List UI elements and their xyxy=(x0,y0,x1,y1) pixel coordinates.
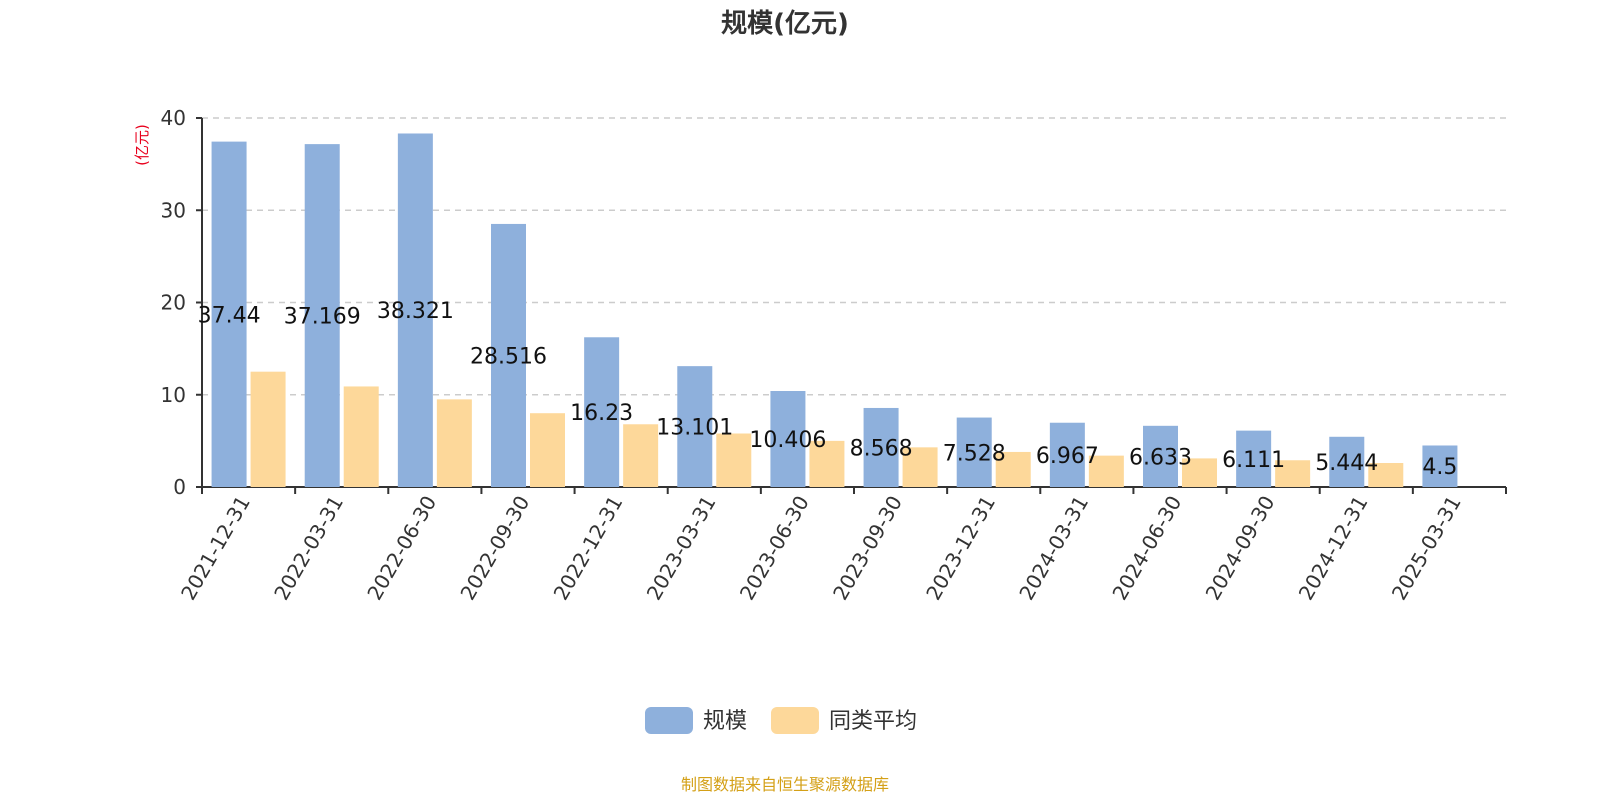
bar-peer-average xyxy=(250,371,286,487)
x-tick-label: 2021-12-31 xyxy=(176,492,255,605)
y-tick-label: 0 xyxy=(173,475,186,499)
x-tick-label: 2022-03-31 xyxy=(269,492,348,605)
x-tick-label: 2024-12-31 xyxy=(1294,492,1373,605)
y-axis-ticks: 0 10 20 30 40 xyxy=(161,106,202,499)
data-label-scale: 13.101 xyxy=(656,416,733,441)
bar-scale xyxy=(1236,430,1272,487)
bar-peer-average xyxy=(436,399,472,487)
bar-peer-average xyxy=(716,433,752,487)
bar-peer-average xyxy=(902,447,938,487)
bar-peer-average xyxy=(530,413,565,487)
bar-scale xyxy=(211,141,247,487)
data-label-scale: 38.321 xyxy=(377,299,454,324)
y-tick-label: 10 xyxy=(161,383,186,407)
x-tick-label: 2022-06-30 xyxy=(362,492,441,605)
data-label-scale: 6.633 xyxy=(1129,445,1192,470)
y-tick-label: 40 xyxy=(161,106,186,130)
x-tick-label: 2022-09-30 xyxy=(455,492,534,605)
data-label-scale: 4.5 xyxy=(1422,455,1457,480)
data-label-scale: 37.44 xyxy=(198,303,261,328)
legend: 规模 同类平均 xyxy=(645,707,917,734)
legend-label-scale[interactable]: 规模 xyxy=(703,709,747,734)
x-tick-label: 2023-03-31 xyxy=(642,492,721,605)
bar-scale xyxy=(397,133,433,487)
x-axis-ticks: 2021-12-31 2022-03-31 2022-06-30 2022-09-30… xyxy=(176,487,1507,605)
x-tick-label: 2023-12-31 xyxy=(921,492,1000,605)
data-label-scale: 6.967 xyxy=(1036,444,1099,469)
data-labels: 37.44 37.169 38.321 28.516 16.23 13.101 10.406… xyxy=(198,299,1458,480)
bar-peer-average xyxy=(809,440,845,487)
bar-peer-average xyxy=(1368,463,1404,487)
x-tick-label: 2022-12-31 xyxy=(549,492,628,605)
bar-scale xyxy=(584,337,620,487)
bar-peer-average xyxy=(1088,455,1124,487)
bar-peer-average xyxy=(343,386,379,487)
bar-scale xyxy=(1329,436,1365,487)
bar-scale xyxy=(1049,422,1085,487)
bar-scale xyxy=(304,144,340,488)
bar-peer-average xyxy=(1182,458,1217,487)
x-tick-label: 2024-03-31 xyxy=(1014,492,1093,605)
data-source-note: 制图数据来自恒生聚源数据库 xyxy=(681,775,889,794)
bars xyxy=(211,133,1458,488)
bar-peer-average xyxy=(995,451,1031,487)
bar-scale xyxy=(677,366,713,487)
data-label-scale: 16.23 xyxy=(570,401,633,426)
data-label-scale: 8.568 xyxy=(850,436,913,461)
data-label-scale: 28.516 xyxy=(470,344,547,369)
bar-scale xyxy=(1422,445,1458,487)
bar-scale xyxy=(491,223,526,488)
data-label-scale: 37.169 xyxy=(284,305,361,330)
legend-label-peer-average[interactable]: 同类平均 xyxy=(829,709,917,734)
data-label-scale: 10.406 xyxy=(749,428,826,453)
chart-title: 规模(亿元) xyxy=(721,9,849,39)
y-axis-unit-label: (亿元) xyxy=(133,124,151,166)
bar-peer-average xyxy=(623,424,659,487)
bar-scale xyxy=(770,391,806,487)
y-tick-label: 20 xyxy=(161,291,186,315)
bar-scale xyxy=(956,417,992,487)
x-tick-label: 2024-09-30 xyxy=(1201,492,1280,605)
legend-swatch-peer-average[interactable] xyxy=(771,707,819,734)
grid-lines xyxy=(202,117,1506,396)
legend-swatch-scale[interactable] xyxy=(645,707,693,734)
bar-scale xyxy=(1143,425,1178,487)
data-label-scale: 7.528 xyxy=(943,441,1006,466)
x-tick-label: 2025-03-31 xyxy=(1387,492,1466,605)
bar-scale xyxy=(863,407,899,487)
bar-peer-average xyxy=(1275,460,1311,487)
x-tick-label: 2023-06-30 xyxy=(735,492,814,605)
x-tick-label: 2024-06-30 xyxy=(1107,492,1186,605)
x-tick-label: 2023-09-30 xyxy=(828,492,907,605)
y-tick-label: 30 xyxy=(161,198,186,222)
data-label-scale: 5.444 xyxy=(1315,451,1378,476)
data-label-scale: 6.111 xyxy=(1222,448,1285,473)
